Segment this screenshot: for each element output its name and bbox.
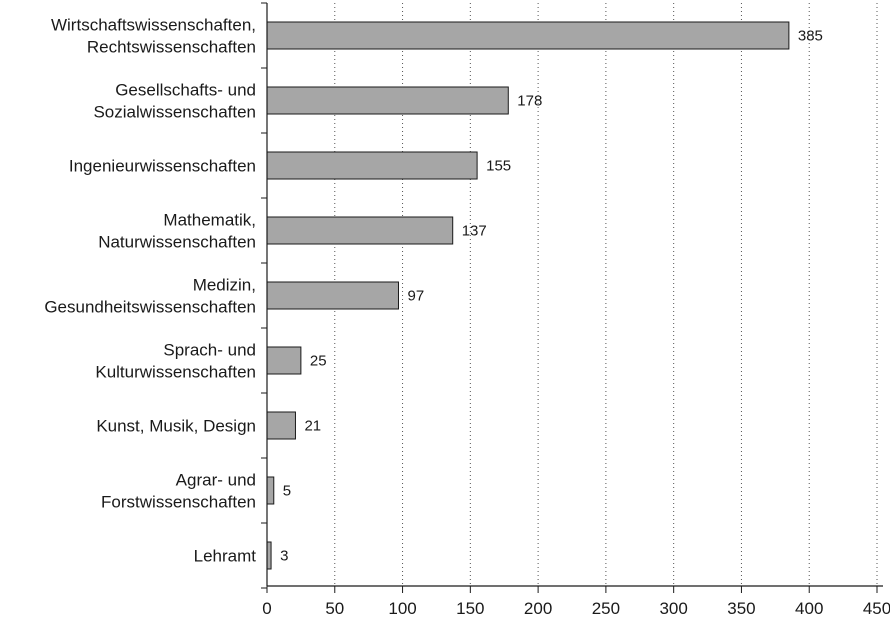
category-label: Ingenieurwissenschaften xyxy=(69,157,256,176)
category-label-line: Forstwissenschaften xyxy=(101,493,256,512)
bar xyxy=(266,21,790,50)
data-label: 3 xyxy=(280,548,288,565)
bar xyxy=(266,281,399,310)
x-tick-label: 100 xyxy=(388,599,416,618)
data-label: 5 xyxy=(283,483,291,500)
category-label-line: Gesundheitswissenschaften xyxy=(44,298,256,317)
category-label-line: Rechtswissenschaften xyxy=(87,38,256,57)
x-tick-label: 300 xyxy=(659,599,687,618)
category-label: Lehramt xyxy=(194,547,257,566)
category-label-line: Gesellschafts- und xyxy=(115,81,256,100)
bar xyxy=(266,216,454,245)
bar xyxy=(266,541,272,570)
data-label: 97 xyxy=(407,288,424,305)
category-label-line: Lehramt xyxy=(194,547,257,566)
category-label: Mathematik, Naturwissenschaften xyxy=(98,211,256,252)
category-label-line: Kulturwissenschaften xyxy=(95,363,256,382)
category-label-line: Sprach- und xyxy=(163,341,256,360)
bar xyxy=(266,411,296,440)
category-label: Medizin, Gesundheitswissenschaften xyxy=(44,276,256,317)
category-label: Agrar- und Forstwissenschaften xyxy=(101,471,256,512)
bar xyxy=(266,346,302,375)
x-tick-label: 450 xyxy=(863,599,890,618)
x-tick-label: 350 xyxy=(727,599,755,618)
category-label-line: Agrar- und xyxy=(176,471,256,490)
category-label-line: Ingenieurwissenschaften xyxy=(69,157,256,176)
category-label: Sprach- und Kulturwissenschaften xyxy=(95,341,256,382)
data-label: 385 xyxy=(798,28,823,45)
x-tick-label: 200 xyxy=(524,599,552,618)
bar xyxy=(266,476,275,505)
category-label-line: Wirtschaftswissenschaften, xyxy=(51,16,256,35)
x-tick-label: 50 xyxy=(325,599,344,618)
x-axis-ticks: 0 50 100 150 200 250 300 350 400 450 xyxy=(262,586,890,618)
category-label-line: Mathematik, xyxy=(163,211,256,230)
bars xyxy=(266,21,790,570)
category-label-line: Medizin, xyxy=(193,276,256,295)
data-labels: 385 178 155 137 97 25 21 5 3 xyxy=(280,28,823,565)
category-label: Gesellschafts- und Sozialwissenschaften xyxy=(93,81,256,122)
category-label: Kunst, Musik, Design xyxy=(96,417,256,436)
data-label: 137 xyxy=(462,223,487,240)
data-label: 155 xyxy=(486,158,511,175)
x-tick-label: 0 xyxy=(262,599,271,618)
category-label-line: Kunst, Musik, Design xyxy=(96,417,256,436)
category-label: Wirtschaftswissenschaften, Rechtswissensc… xyxy=(51,16,256,57)
category-label-line: Naturwissenschaften xyxy=(98,233,256,252)
x-tick-label: 250 xyxy=(592,599,620,618)
bar xyxy=(266,86,509,115)
x-tick-label: 400 xyxy=(795,599,823,618)
category-label-line: Sozialwissenschaften xyxy=(93,103,256,122)
bar xyxy=(266,151,478,180)
axes xyxy=(261,2,883,589)
data-label: 21 xyxy=(304,418,321,435)
data-label: 25 xyxy=(310,353,327,370)
x-tick-label: 150 xyxy=(456,599,484,618)
category-labels: Wirtschaftswissenschaften, Rechtswissensc… xyxy=(44,16,256,566)
data-label: 178 xyxy=(517,93,542,110)
